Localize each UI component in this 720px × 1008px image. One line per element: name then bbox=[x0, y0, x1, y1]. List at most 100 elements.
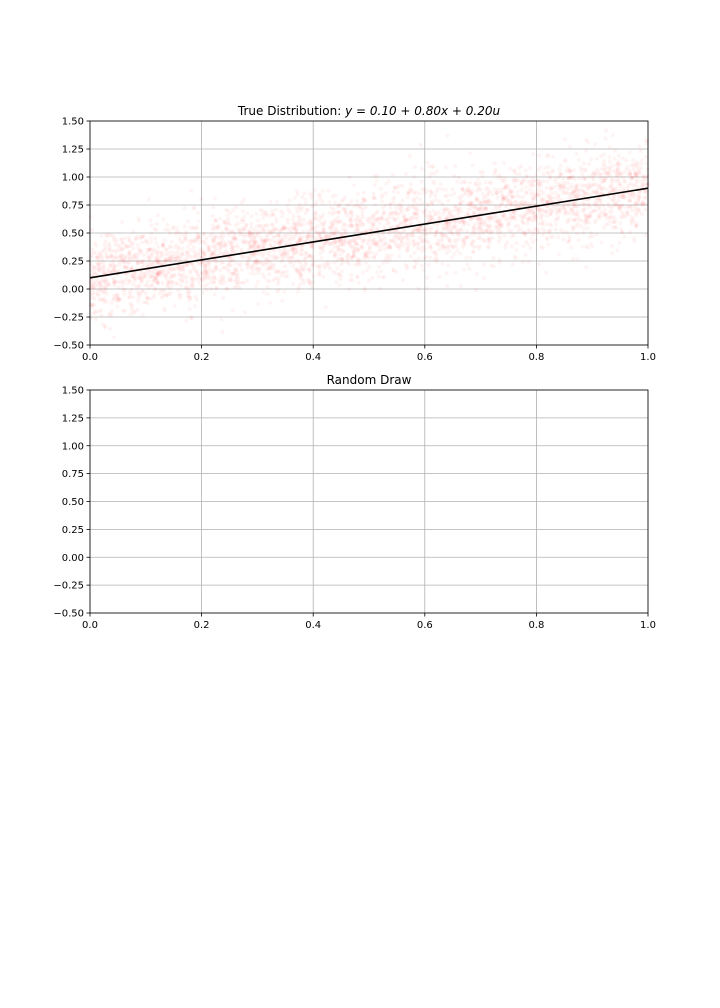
scatter-point bbox=[204, 268, 209, 273]
scatter-point bbox=[571, 201, 576, 206]
scatter-point bbox=[96, 262, 101, 267]
scatter-point bbox=[155, 249, 160, 254]
scatter-point bbox=[519, 203, 524, 207]
scatter-point bbox=[392, 185, 397, 190]
scatter-point bbox=[173, 259, 178, 264]
scatter-point bbox=[445, 244, 450, 249]
scatter-point bbox=[521, 215, 526, 219]
scatter-point bbox=[209, 258, 214, 263]
scatter-point bbox=[463, 180, 468, 185]
scatter-point bbox=[216, 241, 221, 246]
scatter-point bbox=[404, 207, 409, 212]
scatter-point bbox=[563, 185, 567, 190]
scatter-point bbox=[254, 266, 259, 271]
scatter-point bbox=[250, 243, 255, 248]
scatter-point bbox=[372, 242, 377, 247]
scatter-point bbox=[528, 191, 533, 196]
x-tick-label: 0.8 bbox=[528, 352, 544, 363]
scatter-point bbox=[109, 253, 114, 258]
scatter-point bbox=[440, 237, 445, 242]
scatter-point bbox=[401, 222, 406, 227]
scatter-point bbox=[200, 278, 205, 283]
scatter-point bbox=[332, 260, 337, 265]
scatter-point bbox=[453, 163, 458, 168]
scatter-point bbox=[568, 208, 573, 213]
scatter-point bbox=[172, 304, 177, 309]
scatter-point bbox=[278, 237, 283, 242]
scatter-point bbox=[610, 214, 615, 219]
scatter-point bbox=[537, 193, 542, 198]
scatter-point bbox=[447, 223, 452, 228]
scatter-point bbox=[430, 164, 435, 169]
scatter-point bbox=[202, 253, 207, 258]
scatter-point bbox=[496, 205, 501, 210]
scatter-point bbox=[127, 238, 132, 243]
scatter-point bbox=[377, 248, 382, 253]
scatter-point bbox=[339, 262, 343, 267]
scatter-point bbox=[492, 172, 497, 176]
scatter-point bbox=[165, 222, 170, 227]
scatter-point bbox=[267, 272, 272, 277]
scatter-point bbox=[154, 271, 159, 276]
scatter-point bbox=[262, 244, 266, 249]
scatter-point bbox=[113, 242, 118, 247]
scatter-point bbox=[556, 208, 561, 213]
scatter-point bbox=[136, 296, 141, 300]
scatter-point bbox=[247, 232, 252, 237]
scatter-point bbox=[538, 165, 543, 170]
scatter-point bbox=[188, 225, 193, 230]
scatter-point bbox=[625, 205, 630, 210]
scatter-point bbox=[199, 277, 204, 282]
scatter-point bbox=[224, 227, 229, 232]
scatter-point bbox=[425, 202, 430, 207]
scatter-point bbox=[221, 233, 226, 238]
scatter-point bbox=[280, 214, 285, 219]
scatter-point bbox=[460, 244, 465, 249]
scatter-point bbox=[471, 245, 476, 250]
scatter-point bbox=[485, 239, 490, 244]
scatter-point bbox=[447, 239, 452, 244]
scatter-point bbox=[140, 278, 145, 283]
scatter-point bbox=[173, 267, 178, 271]
grid bbox=[89, 389, 649, 614]
scatter-point bbox=[99, 288, 104, 293]
scatter-point bbox=[641, 174, 646, 179]
scatter-point bbox=[422, 191, 427, 196]
scatter-point bbox=[137, 283, 142, 288]
scatter-point bbox=[141, 233, 146, 238]
scatter-point bbox=[639, 161, 644, 166]
scatter-point bbox=[461, 267, 466, 272]
scatter-point bbox=[169, 254, 174, 259]
scatter-point bbox=[446, 198, 451, 203]
scatter-point bbox=[483, 180, 488, 185]
scatter-point bbox=[324, 235, 329, 240]
scatter-point bbox=[406, 232, 411, 237]
scatter-point bbox=[353, 238, 358, 243]
scatter-point bbox=[265, 257, 270, 262]
scatter-point bbox=[215, 241, 219, 246]
scatter-point bbox=[503, 196, 508, 201]
scatter-point bbox=[443, 208, 447, 213]
scatter-point bbox=[348, 238, 353, 243]
scatter-point bbox=[139, 259, 143, 264]
scatter-point bbox=[142, 252, 146, 257]
scatter-point bbox=[123, 255, 128, 260]
scatter-point bbox=[626, 198, 631, 203]
scatter-point bbox=[434, 253, 438, 258]
scatter-point bbox=[388, 201, 393, 206]
scatter-point bbox=[514, 248, 519, 252]
scatter-point bbox=[115, 247, 120, 252]
scatter-point bbox=[481, 229, 486, 234]
scatter-point bbox=[301, 267, 306, 272]
scatter-point bbox=[412, 242, 417, 247]
scatter-point bbox=[363, 250, 368, 254]
scatter-point bbox=[363, 253, 368, 258]
scatter-point bbox=[157, 270, 162, 274]
scatter-point bbox=[389, 212, 394, 217]
scatter-point bbox=[283, 274, 288, 279]
scatter-point bbox=[457, 175, 462, 180]
scatter-point bbox=[523, 199, 528, 204]
scatter-point bbox=[94, 255, 99, 260]
scatter-point bbox=[156, 260, 161, 265]
scatter-point bbox=[308, 228, 313, 233]
